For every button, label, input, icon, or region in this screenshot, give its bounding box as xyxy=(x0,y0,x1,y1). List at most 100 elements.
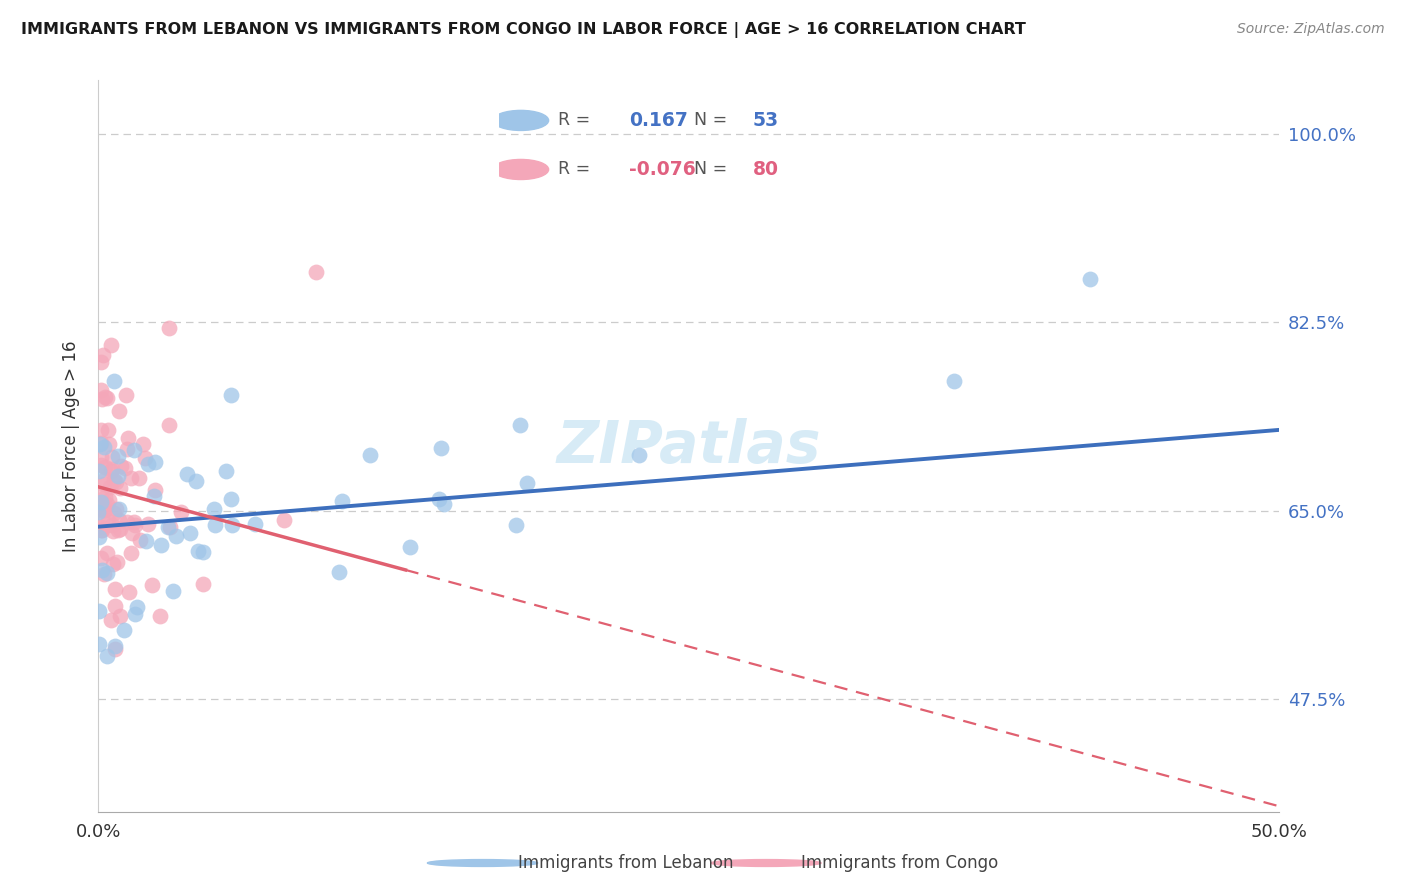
Point xyxy=(87,505,110,519)
Point xyxy=(120,471,142,485)
Text: 0.167: 0.167 xyxy=(628,111,688,130)
Point xyxy=(89,464,111,478)
Point xyxy=(184,475,207,489)
Point xyxy=(505,518,527,533)
Point xyxy=(90,523,112,537)
Point xyxy=(108,403,131,417)
Point xyxy=(90,458,112,472)
Point xyxy=(204,517,226,532)
Point xyxy=(219,387,242,401)
Point xyxy=(628,448,651,462)
Point xyxy=(100,461,122,475)
Point xyxy=(100,464,122,478)
Point xyxy=(94,472,117,486)
Point xyxy=(110,522,132,536)
Y-axis label: In Labor Force | Age > 16: In Labor Force | Age > 16 xyxy=(62,340,80,552)
Point xyxy=(245,516,267,531)
Point xyxy=(191,545,214,559)
Point xyxy=(91,563,114,577)
Point xyxy=(98,480,121,494)
Point xyxy=(100,338,122,352)
Point xyxy=(132,436,155,450)
Point xyxy=(97,492,120,507)
Point xyxy=(96,391,118,405)
Point xyxy=(124,515,146,529)
Point xyxy=(103,473,125,487)
Point xyxy=(90,355,112,369)
Point xyxy=(114,461,136,475)
Point xyxy=(107,513,129,527)
Text: -0.076: -0.076 xyxy=(628,160,696,179)
Point xyxy=(187,544,209,558)
Point xyxy=(121,525,143,540)
Point xyxy=(162,583,184,598)
Point xyxy=(112,624,135,638)
Point xyxy=(100,614,122,628)
Point xyxy=(141,578,163,592)
Text: IMMIGRANTS FROM LEBANON VS IMMIGRANTS FROM CONGO IN LABOR FORCE | AGE > 16 CORRE: IMMIGRANTS FROM LEBANON VS IMMIGRANTS FR… xyxy=(21,22,1026,38)
Point xyxy=(124,518,146,533)
Point xyxy=(117,431,139,445)
Point xyxy=(90,494,112,508)
Point xyxy=(157,417,180,432)
Text: 80: 80 xyxy=(752,160,779,179)
Point xyxy=(115,388,138,402)
Point xyxy=(128,471,150,485)
Point xyxy=(165,528,187,542)
Point xyxy=(90,450,112,464)
Point xyxy=(107,469,129,483)
Text: N =: N = xyxy=(695,161,727,178)
Point xyxy=(124,607,146,621)
Circle shape xyxy=(494,160,548,179)
Text: R =: R = xyxy=(558,112,591,129)
Text: N =: N = xyxy=(695,112,727,129)
Point xyxy=(115,515,138,529)
Point xyxy=(96,546,118,560)
Circle shape xyxy=(494,111,548,130)
Point xyxy=(90,496,112,510)
Point xyxy=(433,497,456,511)
Point xyxy=(87,637,110,651)
Point xyxy=(943,374,966,388)
Point xyxy=(142,489,165,503)
Point xyxy=(104,582,127,596)
Point xyxy=(110,482,132,496)
Point xyxy=(273,513,295,527)
Point xyxy=(96,423,118,437)
Point xyxy=(97,436,120,450)
Point xyxy=(96,649,118,664)
Point xyxy=(122,442,145,457)
Point xyxy=(305,265,328,279)
Point xyxy=(90,423,112,437)
Point xyxy=(134,451,156,466)
Point xyxy=(136,457,159,471)
Point xyxy=(107,449,129,463)
Point xyxy=(105,475,128,489)
Point xyxy=(156,519,179,533)
Point xyxy=(427,492,450,507)
Point xyxy=(149,608,172,623)
Point xyxy=(157,320,180,334)
Point xyxy=(215,465,238,479)
Point xyxy=(143,455,166,469)
Point xyxy=(104,502,127,516)
Point xyxy=(93,477,115,491)
Point xyxy=(108,609,131,624)
Point xyxy=(107,501,129,516)
Point xyxy=(179,526,201,541)
Point xyxy=(104,641,127,656)
Point xyxy=(136,517,159,532)
Point xyxy=(104,599,127,614)
Point xyxy=(120,546,142,560)
Point xyxy=(125,599,148,614)
Point xyxy=(90,523,112,537)
Point xyxy=(89,530,111,544)
Point xyxy=(430,441,453,455)
Point xyxy=(103,524,125,539)
Point xyxy=(129,533,152,548)
Point xyxy=(117,442,139,457)
Point xyxy=(143,483,166,497)
Point xyxy=(90,436,112,450)
Point xyxy=(91,348,114,362)
Point xyxy=(97,514,120,528)
